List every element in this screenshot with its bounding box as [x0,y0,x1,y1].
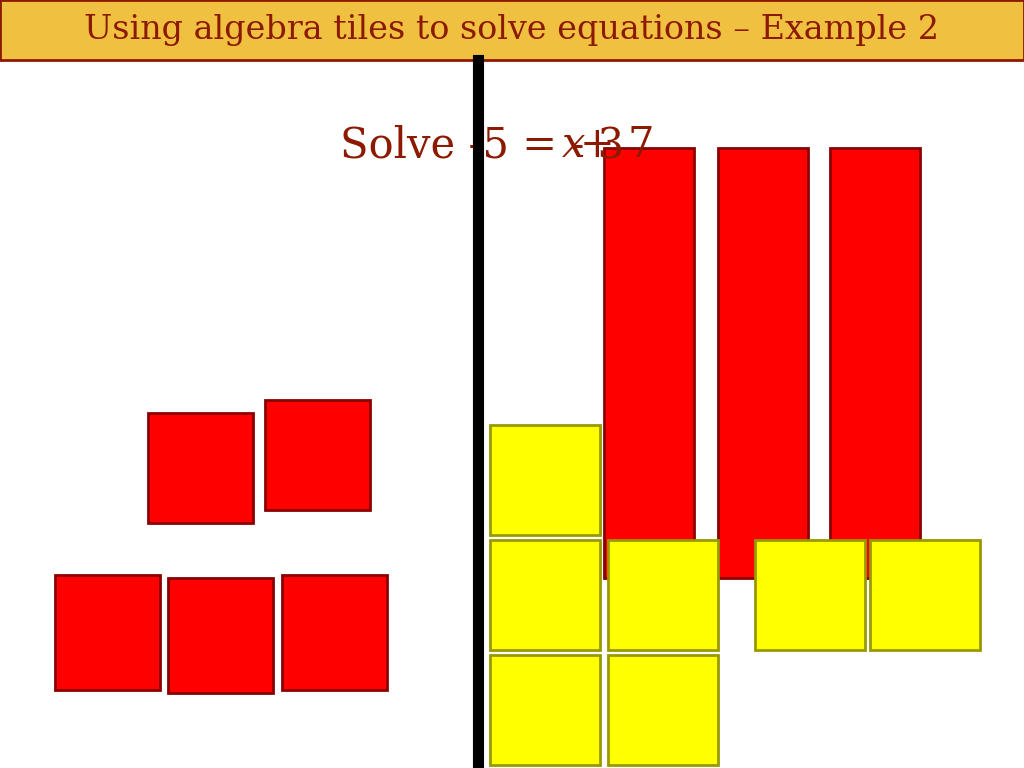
Bar [282,575,387,690]
Bar [830,148,920,578]
Bar [148,413,253,523]
Bar [168,578,273,693]
Bar [0,0,1024,60]
Text: Using algebra tiles to solve equations – Example 2: Using algebra tiles to solve equations –… [85,14,939,46]
Text: + 7: + 7 [580,124,654,166]
Bar [608,655,718,765]
Bar [718,148,808,578]
Bar [55,575,160,690]
Bar [490,655,600,765]
Bar [755,540,865,650]
Text: Solve -5 = - 3: Solve -5 = - 3 [340,124,624,166]
Bar [490,425,600,535]
Bar [870,540,980,650]
Bar [490,540,600,650]
Bar [265,400,370,510]
Bar [608,540,718,650]
Text: x: x [562,124,586,166]
Bar [604,148,694,578]
